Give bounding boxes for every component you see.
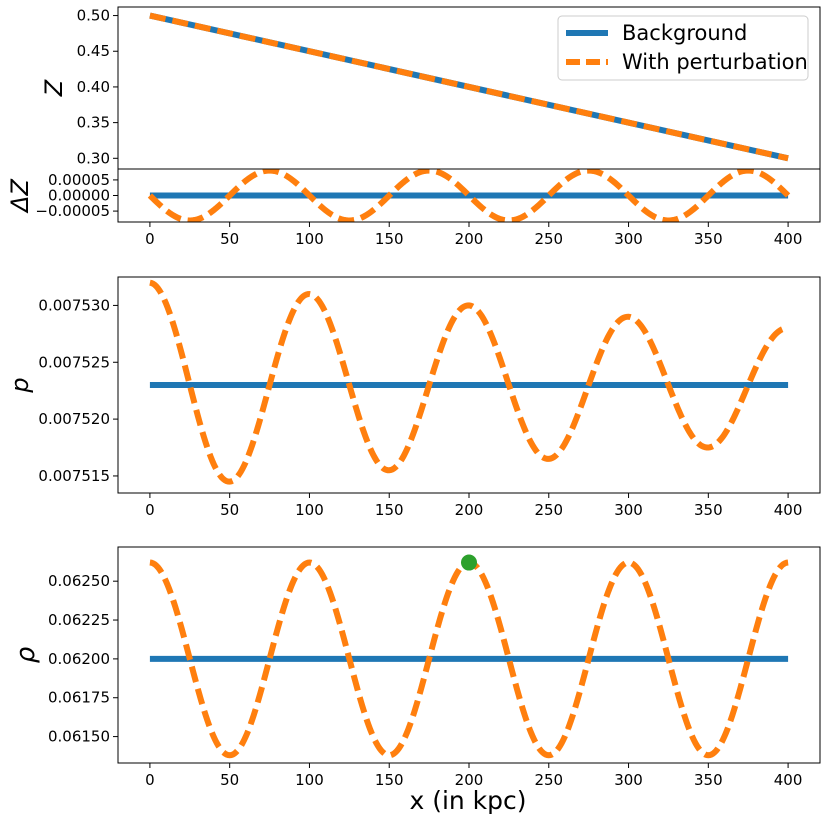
y-tick-label: 0.00005 (48, 171, 110, 189)
x-tick-label: 50 (220, 771, 239, 789)
y-tick-label: 0.06250 (48, 572, 110, 590)
plot-area (149, 279, 789, 485)
y-tick-label: 0.35 (77, 114, 110, 132)
p-perturbation-line (149, 279, 789, 485)
y-axis-label: ΔZ (6, 179, 34, 214)
legend: Background With perturbation (557, 15, 809, 81)
plot-area (149, 12, 789, 162)
y-tick-label: 0.00000 (48, 187, 110, 205)
x-tick-label: 0 (145, 771, 155, 789)
deltaZ-perturbation-line (147, 169, 791, 222)
x-tick-label: 200 (455, 501, 484, 519)
y-tick-label: 0.007525 (38, 353, 110, 371)
legend-label-background: Background (622, 21, 747, 45)
x-tick-label: 100 (295, 771, 324, 789)
marker-point (461, 554, 477, 571)
y-axis-label: ρ (11, 646, 41, 663)
x-tick-label: 250 (534, 230, 563, 248)
x-tick-label: 300 (614, 771, 643, 789)
y-tick-label: 0.007530 (38, 296, 110, 314)
x-tick-label: 0 (145, 501, 155, 519)
x-tick-label: 350 (694, 501, 723, 519)
y-tick-label: 0.40 (77, 78, 110, 96)
x-tick-label: 350 (694, 771, 723, 789)
axes-frame (117, 546, 821, 764)
x-tick-label: 100 (295, 230, 324, 248)
x-tick-label: 250 (534, 501, 563, 519)
legend-label-with-perturbation: With perturbation (622, 50, 808, 74)
x-tick-label: 50 (220, 501, 239, 519)
y-tick-label: 0.06200 (48, 650, 110, 668)
y-axis-label: Z (40, 79, 68, 97)
x-tick-label: 150 (375, 501, 404, 519)
y-tick-label: 0.06175 (48, 689, 110, 707)
plot-area (149, 554, 789, 759)
panel-rho: 0.06250 0.06225 0.06200 0.06175 0.06150 0 50 10… (11, 546, 821, 789)
Z-perturbation-line (149, 12, 789, 162)
x-axis-label: x (in kpc) (409, 786, 526, 815)
x-tick-label: 0 (145, 230, 155, 248)
x-tick-label: 400 (774, 230, 803, 248)
plot-area (147, 169, 791, 222)
panel-z: 0.50 0.45 0.40 0.35 0.30 Z (40, 6, 821, 170)
panel-p: 0.007530 0.007525 0.007520 0.007515 0 50 100 15… (6, 276, 821, 519)
y-tick-label: 0.007515 (38, 467, 110, 485)
y-tick-label: 0.06225 (48, 611, 110, 629)
y-axis-label: p (6, 377, 34, 393)
x-tick-label: 300 (614, 501, 643, 519)
x-tick-label: 150 (375, 230, 404, 248)
x-tick-label: 300 (614, 230, 643, 248)
legend-box (557, 15, 809, 81)
x-tick-label: 100 (295, 501, 324, 519)
x-tick-label: 350 (694, 230, 723, 248)
x-tick-label: 50 (220, 230, 239, 248)
x-tick-label: 200 (455, 230, 484, 248)
y-tick-label: −0.00005 (35, 202, 110, 220)
x-tick-label: 150 (375, 771, 404, 789)
y-tick-label: 0.007520 (38, 410, 110, 428)
y-tick-label: 0.50 (77, 7, 110, 25)
y-tick-label: 0.30 (77, 149, 110, 167)
x-tick-label: 250 (534, 771, 563, 789)
x-tick-label: 200 (455, 771, 484, 789)
x-tick-label: 400 (774, 771, 803, 789)
y-tick-label: 0.06150 (48, 728, 110, 746)
x-tick-label: 400 (774, 501, 803, 519)
y-tick-label: 0.45 (77, 42, 110, 60)
